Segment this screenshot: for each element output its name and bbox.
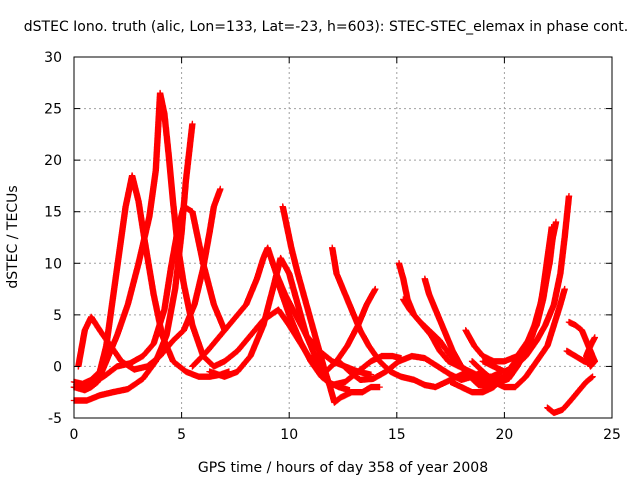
y-tick-label: 10 (44, 256, 62, 272)
y-tick-label: 30 (44, 50, 62, 66)
data-marks (275, 280, 405, 389)
y-tick-label: -5 (48, 411, 62, 427)
series-arc-d1 (544, 373, 596, 416)
x-tick-label: 25 (603, 427, 621, 443)
data-marks (563, 347, 598, 367)
data-marks (479, 224, 555, 386)
y-tick-label: 0 (53, 359, 62, 375)
y-tick-label: 25 (44, 102, 62, 118)
series-arc-b6 (335, 352, 487, 383)
x-tick-label: 20 (495, 427, 513, 443)
data-marks (400, 296, 508, 386)
axis-ticks (73, 56, 613, 419)
series-arc-b3 (279, 203, 383, 406)
tick-labels: 0 5 10 15 20 25 -5 0 5 10 15 20 25 30 (44, 50, 621, 443)
data-marks (279, 203, 383, 406)
y-tick-label: 20 (44, 153, 62, 169)
chart-title: dSTEC Iono. truth (alic, Lon=133, Lat=-2… (24, 19, 628, 35)
data-marks (329, 244, 471, 391)
x-tick-label: 10 (280, 427, 298, 443)
y-tick-label: 15 (44, 205, 62, 221)
y-tick-label: 5 (53, 308, 62, 324)
y-axis-label: dSTEC / TECUs (5, 185, 21, 288)
series-arc-b4 (275, 280, 405, 389)
series-arc-a5 (70, 89, 379, 394)
data-marks (70, 89, 379, 394)
x-tick-label: 5 (177, 427, 186, 443)
x-tick-label: 0 (70, 427, 79, 443)
series-arc-c8 (479, 224, 555, 386)
plot-frame (73, 56, 613, 419)
series-arc-c2 (400, 296, 508, 386)
series-arc-b5 (329, 244, 471, 391)
data-series (70, 89, 598, 416)
x-tick-label: 15 (388, 427, 406, 443)
x-axis-label: GPS time / hours of day 358 of year 2008 (198, 460, 488, 476)
series-arc-d3 (563, 347, 598, 367)
data-marks (544, 373, 596, 416)
data-marks (335, 352, 487, 383)
